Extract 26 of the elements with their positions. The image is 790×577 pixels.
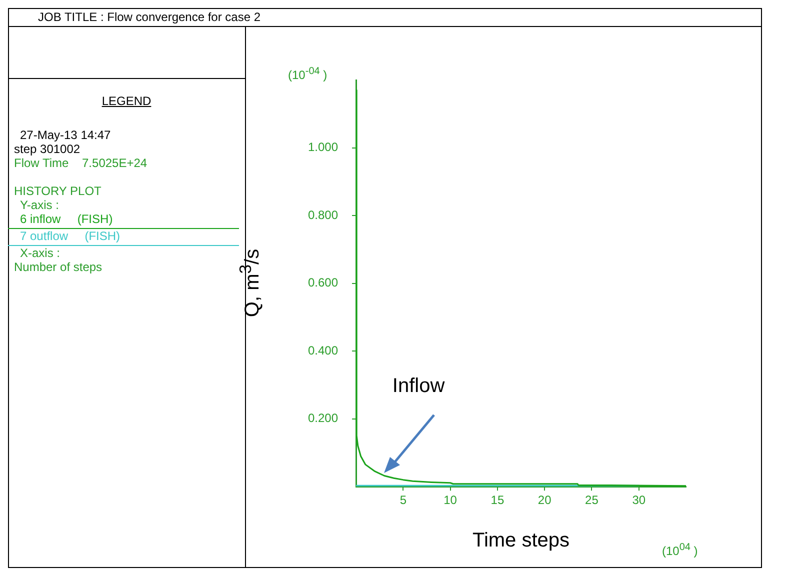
y-tick-label: 0.400 xyxy=(308,343,338,358)
annotation: Inflow xyxy=(392,374,445,398)
text: 27-May-13 14:47 xyxy=(19,128,112,142)
text: Y-axis : xyxy=(19,198,60,212)
text: 7 outflow (FISH) xyxy=(8,229,239,246)
text: HISTORY PLOT xyxy=(13,184,102,198)
text: (10$^{04}$ ) xyxy=(662,542,698,558)
text: step 301002 xyxy=(13,142,82,156)
text: X-axis : xyxy=(20,246,60,260)
y-tick-label: 0.600 xyxy=(308,276,338,290)
text: JOB TITLE : Flow convergence for case 2 xyxy=(38,10,261,24)
x-tick-label: 30 xyxy=(632,493,646,508)
y-tick-label: 1.000 xyxy=(308,140,338,154)
text: (10$^{-04}$ ) xyxy=(288,66,328,82)
text: LEGEND xyxy=(100,94,152,108)
text: Number of steps xyxy=(14,260,102,274)
x-axis-title: Time steps xyxy=(472,530,570,552)
y-tick-label: 0.200 xyxy=(308,411,338,426)
x-tick-label: 10 xyxy=(444,493,458,508)
x-tick-label: 15 xyxy=(490,493,504,508)
text: 6 inflow (FISH) xyxy=(8,212,239,229)
x-tick-label: 25 xyxy=(585,493,599,508)
y-tick-label: 0.800 xyxy=(308,208,338,222)
text: Flow Time 7.5025E+24 xyxy=(13,156,148,170)
x-tick-label: 5 xyxy=(400,493,407,508)
x-tick-label: 20 xyxy=(538,493,552,508)
